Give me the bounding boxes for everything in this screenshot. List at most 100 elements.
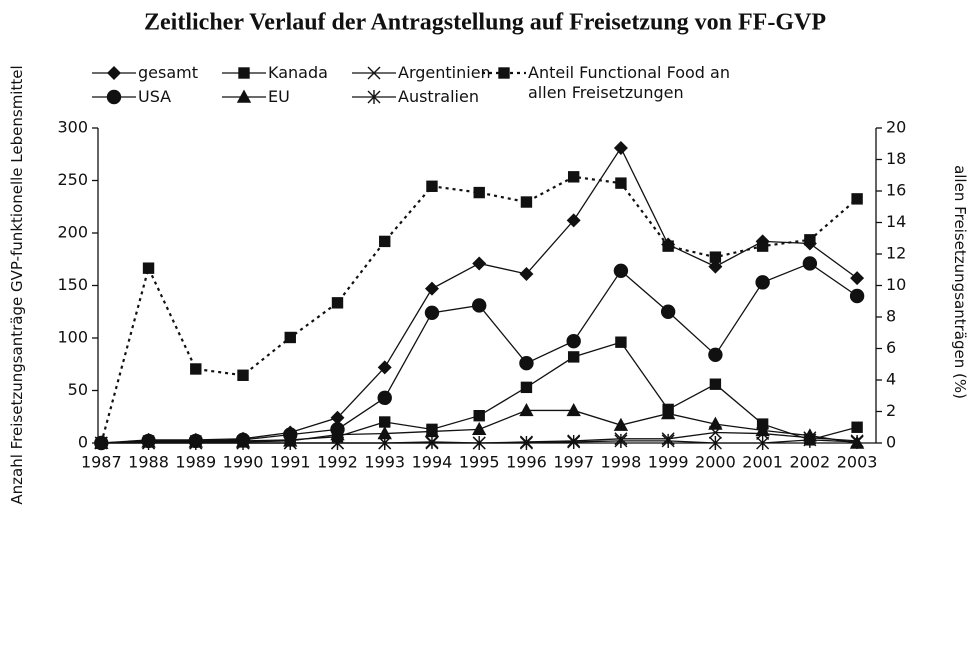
marker — [379, 416, 391, 428]
marker — [567, 434, 581, 449]
marker — [367, 66, 381, 80]
marker — [709, 378, 722, 390]
marker — [851, 421, 863, 433]
x-tick-label: 1998 — [601, 453, 642, 472]
legend-label: EU — [268, 87, 290, 106]
x-tick-label: 2003 — [837, 453, 878, 472]
marker — [566, 402, 581, 417]
x-tick-label: 2002 — [790, 453, 831, 472]
y2-tick-label: 4 — [886, 370, 896, 389]
legend-swatch — [352, 66, 396, 80]
marker — [379, 235, 391, 248]
marker — [237, 369, 249, 381]
marker — [519, 436, 533, 450]
marker — [142, 262, 155, 274]
y2-tick-label: 14 — [886, 212, 906, 231]
marker — [377, 360, 392, 375]
marker — [107, 66, 121, 80]
marker — [190, 363, 202, 375]
y2-tick-label: 20 — [886, 118, 906, 137]
x-tick-label: 1992 — [317, 453, 358, 472]
marker — [756, 436, 770, 450]
x-tick-label: 1993 — [364, 453, 405, 472]
y-axis-label: Anzahl Freisetzungsanträge GVP-funktione… — [8, 65, 26, 505]
marker — [498, 67, 510, 79]
y2-tick-label: 6 — [886, 338, 896, 357]
x-tick-label: 1988 — [128, 453, 169, 472]
legend-swatch — [92, 66, 136, 80]
marker — [473, 410, 485, 422]
marker — [849, 288, 865, 304]
y2-tick-label: 12 — [886, 244, 906, 263]
marker — [284, 331, 296, 344]
marker — [367, 90, 381, 104]
legend-label: Australien — [398, 87, 479, 106]
marker — [236, 436, 250, 450]
marker — [331, 297, 344, 309]
y2-tick-label: 16 — [886, 181, 906, 200]
x-tick-label: 2001 — [742, 453, 783, 472]
legend-label: Argentinien — [398, 63, 491, 82]
x-tick-label: 2000 — [695, 453, 736, 472]
marker — [330, 436, 344, 450]
marker — [95, 437, 108, 449]
marker — [756, 427, 770, 441]
y-tick-label: 300 — [57, 118, 88, 137]
marker — [472, 436, 486, 450]
marker — [661, 433, 675, 448]
marker — [520, 196, 533, 208]
legend-swatch — [222, 67, 266, 79]
marker — [236, 89, 252, 103]
marker — [377, 390, 392, 406]
legend-label: gesamt — [138, 63, 198, 82]
marker — [613, 140, 628, 155]
x-tick-label: 1999 — [648, 453, 689, 472]
marker — [850, 271, 865, 286]
series-line — [100, 175, 858, 444]
marker — [615, 177, 627, 189]
chart-title: Zeitlicher Verlauf der Antragstellung au… — [144, 10, 826, 36]
marker — [424, 281, 439, 296]
legend-entry: EU — [220, 87, 290, 107]
marker — [283, 436, 297, 450]
marker — [803, 432, 817, 447]
marker — [613, 417, 629, 431]
legend: gesamt USA Kanada EU Argentinien Australien An… — [90, 63, 830, 115]
marker — [662, 240, 674, 252]
marker — [804, 234, 816, 246]
marker — [708, 347, 723, 362]
y2-tick-label: 18 — [886, 149, 906, 168]
marker — [238, 67, 250, 79]
y2-tick-label: 0 — [886, 433, 896, 452]
marker — [613, 263, 629, 278]
marker — [566, 213, 581, 228]
marker — [472, 421, 487, 436]
x-tick-label: 1995 — [459, 453, 500, 472]
y2-tick-label: 10 — [886, 275, 906, 294]
marker — [472, 256, 487, 271]
y-tick-label: 100 — [57, 328, 88, 347]
marker — [708, 259, 723, 274]
marker — [106, 89, 122, 105]
legend-entry: Anteil Functional Food an allen Freisetz… — [480, 63, 738, 103]
marker — [755, 275, 770, 290]
marker — [378, 436, 392, 450]
marker — [189, 436, 203, 450]
y-tick-label: 250 — [57, 170, 88, 189]
marker — [567, 351, 580, 363]
y-tick-label: 50 — [68, 380, 88, 399]
legend-swatch — [92, 89, 136, 105]
x-tick-label: 1990 — [223, 453, 264, 472]
marker — [142, 436, 156, 450]
legend-entry: USA — [90, 87, 171, 107]
marker — [519, 356, 534, 371]
y-tick-label: 200 — [57, 223, 88, 242]
legend-entry: Kanada — [220, 63, 328, 83]
marker — [473, 186, 485, 199]
legend-swatch — [482, 67, 526, 79]
legend-entry: Australien — [350, 87, 479, 107]
y-tick-label: 0 — [78, 433, 88, 452]
marker — [520, 381, 533, 394]
